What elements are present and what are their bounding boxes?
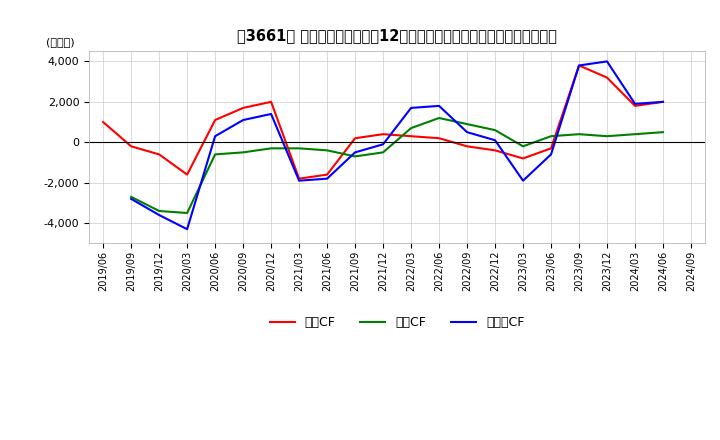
- 投資CF: [379, 150, 387, 155]
- フリーCF: [211, 134, 220, 139]
- 営業CF: [659, 99, 667, 104]
- 投資CF: [546, 134, 555, 139]
- フリーCF: [546, 152, 555, 157]
- Title: 、3661、 キャッシュフローの12か月移動合計の対前年同期増減額の推移: 、3661、 キャッシュフローの12か月移動合計の対前年同期増減額の推移: [237, 28, 557, 43]
- 投資CF: [659, 129, 667, 135]
- 営業CF: [183, 172, 192, 177]
- 投資CF: [211, 152, 220, 157]
- 投資CF: [575, 132, 583, 137]
- 投資CF: [183, 210, 192, 216]
- フリーCF: [294, 178, 303, 183]
- Line: 投資CF: 投資CF: [131, 118, 663, 213]
- 営業CF: [294, 176, 303, 181]
- フリーCF: [351, 150, 359, 155]
- 営業CF: [351, 136, 359, 141]
- 営業CF: [491, 148, 500, 153]
- 投資CF: [631, 132, 639, 137]
- 投資CF: [294, 146, 303, 151]
- フリーCF: [407, 105, 415, 110]
- 投資CF: [351, 154, 359, 159]
- 営業CF: [435, 136, 444, 141]
- 営業CF: [267, 99, 276, 104]
- フリーCF: [127, 196, 135, 202]
- 営業CF: [155, 152, 163, 157]
- 営業CF: [546, 146, 555, 151]
- Legend: 営業CF, 投資CF, フリーCF: 営業CF, 投資CF, フリーCF: [264, 311, 530, 334]
- 営業CF: [407, 134, 415, 139]
- フリーCF: [518, 178, 527, 183]
- フリーCF: [575, 63, 583, 68]
- 投資CF: [463, 121, 472, 127]
- 営業CF: [99, 119, 107, 125]
- Text: (百万円): (百万円): [46, 37, 75, 48]
- フリーCF: [463, 129, 472, 135]
- 投資CF: [267, 146, 276, 151]
- 営業CF: [379, 132, 387, 137]
- フリーCF: [603, 59, 611, 64]
- フリーCF: [239, 117, 248, 123]
- フリーCF: [491, 138, 500, 143]
- Line: 営業CF: 営業CF: [103, 66, 663, 179]
- フリーCF: [435, 103, 444, 109]
- フリーCF: [379, 142, 387, 147]
- 投資CF: [603, 134, 611, 139]
- 営業CF: [127, 144, 135, 149]
- 投資CF: [155, 209, 163, 214]
- フリーCF: [323, 176, 331, 181]
- フリーCF: [155, 213, 163, 218]
- 投資CF: [323, 148, 331, 153]
- 営業CF: [211, 117, 220, 123]
- 投資CF: [518, 144, 527, 149]
- 投資CF: [491, 128, 500, 133]
- 営業CF: [323, 172, 331, 177]
- 営業CF: [239, 105, 248, 110]
- 営業CF: [631, 103, 639, 109]
- 営業CF: [603, 75, 611, 80]
- フリーCF: [267, 111, 276, 117]
- 投資CF: [435, 115, 444, 121]
- 投資CF: [239, 150, 248, 155]
- フリーCF: [183, 227, 192, 232]
- 営業CF: [463, 144, 472, 149]
- Line: フリーCF: フリーCF: [131, 62, 663, 229]
- 投資CF: [127, 194, 135, 199]
- 投資CF: [407, 125, 415, 131]
- 営業CF: [575, 63, 583, 68]
- 営業CF: [518, 156, 527, 161]
- フリーCF: [631, 101, 639, 106]
- フリーCF: [659, 99, 667, 104]
